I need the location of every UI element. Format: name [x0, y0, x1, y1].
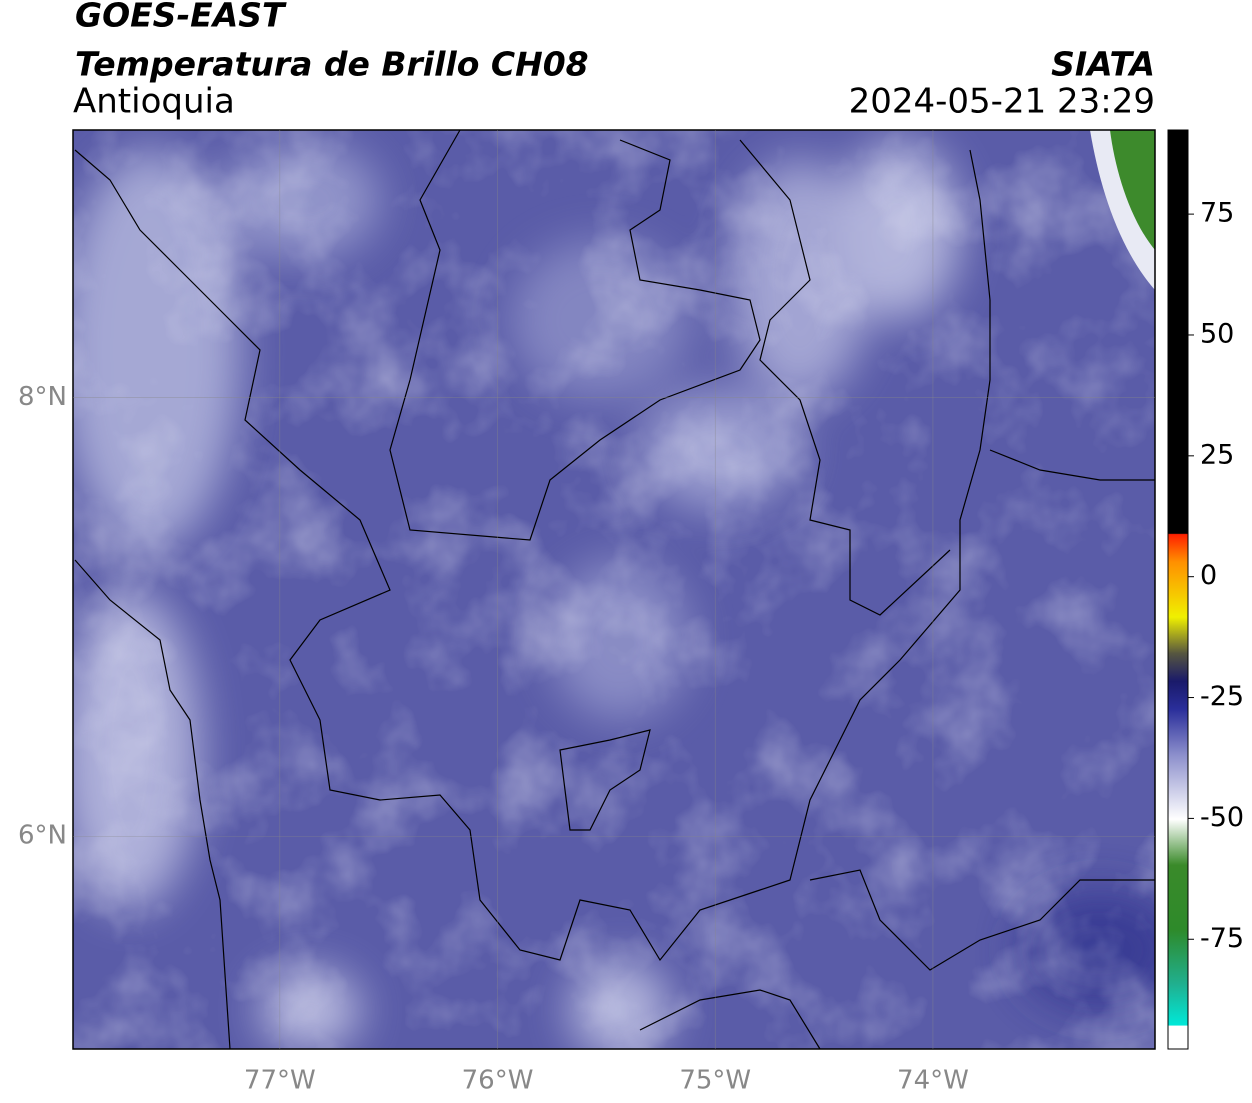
borders [74, 129, 1155, 1050]
region-title: Antioquia [73, 82, 235, 122]
colorbar-tick-label: 0 [1200, 560, 1217, 591]
lon-label: 77°W [244, 1066, 316, 1096]
map-image [73, 130, 1155, 1049]
colorbar-tick-label: 25 [1200, 439, 1234, 470]
colorbar-tick-label: -50 [1200, 802, 1244, 833]
satellite-title: GOES-EAST [75, 0, 287, 35]
lon-label: 76°W [462, 1066, 534, 1096]
lat-label: 8°N [18, 382, 67, 412]
lon-label: 74°W [897, 1066, 969, 1096]
colorbar-tick-label: -75 [1200, 923, 1244, 954]
colorbar-tick-label: -25 [1200, 681, 1244, 712]
map-frame [72, 129, 1156, 1050]
source-title: SIATA [1051, 45, 1155, 84]
lon-label: 75°W [679, 1066, 751, 1096]
colorbar-tick-label: 50 [1200, 318, 1234, 349]
colorbar [1167, 129, 1189, 1050]
lat-label: 6°N [18, 821, 67, 851]
product-title: Temperatura de Brillo CH08 [75, 45, 589, 84]
colorbar-tick-label: 75 [1200, 198, 1234, 229]
datetime: 2024-05-21 23:29 [849, 82, 1155, 122]
